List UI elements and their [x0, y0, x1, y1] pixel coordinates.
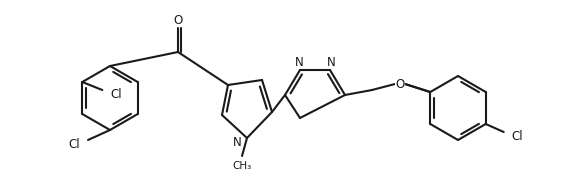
Text: O: O: [396, 77, 405, 90]
Text: Cl: Cl: [68, 137, 80, 151]
Text: Cl: Cl: [512, 130, 523, 143]
Text: N: N: [295, 56, 303, 69]
Text: Cl: Cl: [110, 88, 122, 101]
Text: O: O: [173, 14, 182, 27]
Text: N: N: [327, 56, 335, 69]
Text: N: N: [233, 135, 242, 148]
Text: CH₃: CH₃: [233, 161, 251, 171]
